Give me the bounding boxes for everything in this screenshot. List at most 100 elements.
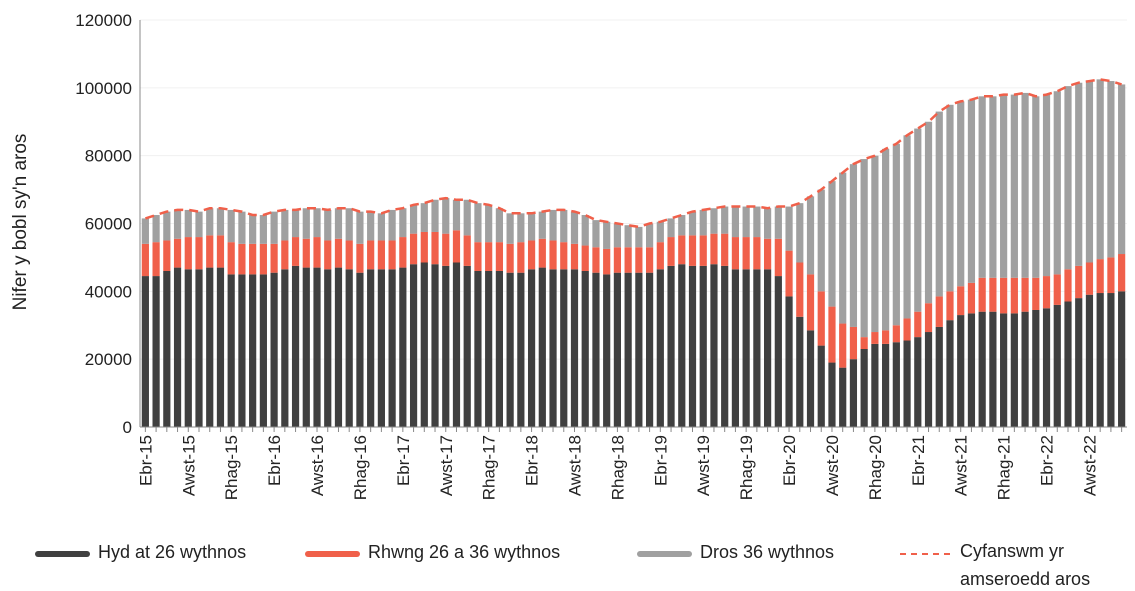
bar xyxy=(828,306,836,363)
total-line xyxy=(145,78,1122,229)
bar xyxy=(291,237,300,266)
bar xyxy=(527,269,536,427)
bar xyxy=(345,240,353,270)
bar xyxy=(442,233,450,266)
bar xyxy=(463,265,471,427)
bar xyxy=(581,245,589,271)
bar xyxy=(1096,79,1104,260)
legend-item: Cyfanswm yr amseroedd aros xyxy=(900,541,1135,591)
bar xyxy=(184,269,192,427)
bar xyxy=(839,323,847,368)
bar xyxy=(409,204,418,234)
bar xyxy=(806,196,815,275)
bar xyxy=(538,238,546,268)
y-tick-label: 60000 xyxy=(85,215,132,234)
bar xyxy=(592,247,600,273)
bar xyxy=(817,291,825,346)
bar xyxy=(860,348,868,427)
bar xyxy=(753,269,761,427)
bar xyxy=(527,240,536,270)
bar xyxy=(206,208,214,236)
bar xyxy=(688,265,697,427)
legend-swatch xyxy=(35,551,90,557)
bar xyxy=(656,221,664,243)
bar xyxy=(1021,92,1029,278)
bar xyxy=(409,264,418,427)
bar xyxy=(603,221,611,249)
bar xyxy=(1064,86,1072,270)
bar xyxy=(173,238,182,268)
bar xyxy=(849,164,858,327)
bar xyxy=(152,276,160,427)
bar xyxy=(452,262,461,427)
bar xyxy=(442,198,450,234)
bar xyxy=(989,277,997,312)
bar xyxy=(1032,277,1040,310)
bar xyxy=(152,215,160,243)
bar xyxy=(281,240,289,270)
bar xyxy=(742,237,750,270)
bar xyxy=(1075,265,1083,299)
bar xyxy=(485,270,493,427)
bar xyxy=(667,218,675,238)
bar xyxy=(259,274,267,427)
legend-swatch xyxy=(900,553,950,555)
bar xyxy=(882,330,890,344)
bar xyxy=(710,264,718,427)
bar xyxy=(195,237,203,270)
bar xyxy=(463,199,471,236)
bar xyxy=(699,209,707,236)
bar xyxy=(238,243,246,275)
bar xyxy=(291,209,300,238)
bar xyxy=(442,265,450,427)
bar xyxy=(367,211,375,241)
bar xyxy=(474,242,482,271)
bar xyxy=(367,269,375,427)
bar xyxy=(957,315,965,427)
bar xyxy=(377,269,385,427)
bar xyxy=(152,242,160,277)
bar xyxy=(774,276,782,427)
bar xyxy=(334,238,343,268)
bar xyxy=(914,337,922,427)
bar xyxy=(924,303,933,333)
x-tick-label: Rhag-18 xyxy=(608,435,627,500)
bar xyxy=(334,208,343,239)
bar xyxy=(1042,308,1051,427)
bar xyxy=(485,204,493,243)
x-tick-label: Awst-17 xyxy=(437,435,456,496)
bar xyxy=(141,243,149,277)
bar xyxy=(785,250,793,297)
bar xyxy=(302,238,310,268)
bar xyxy=(227,242,235,275)
bar xyxy=(1118,291,1126,427)
bar xyxy=(935,111,943,297)
bar xyxy=(324,209,332,241)
bar xyxy=(849,359,858,427)
bar xyxy=(753,206,761,238)
bar xyxy=(903,318,911,341)
y-tick-label: 120000 xyxy=(75,11,132,30)
bar xyxy=(324,269,332,427)
bar xyxy=(935,296,943,327)
bar xyxy=(849,326,858,360)
bar xyxy=(463,235,471,266)
y-tick-label: 40000 xyxy=(85,282,132,301)
x-tick-label: Awst-22 xyxy=(1080,435,1099,496)
bar xyxy=(474,203,482,243)
bar xyxy=(817,345,825,427)
x-tick-label: Ebr-16 xyxy=(265,435,284,486)
bar xyxy=(1010,277,1018,314)
bar xyxy=(924,121,933,304)
legend-label: Dros 36 wythnos xyxy=(700,542,835,562)
bar xyxy=(517,213,525,243)
bar xyxy=(570,243,579,270)
bar xyxy=(560,209,568,243)
bar xyxy=(399,267,407,427)
bar xyxy=(967,99,976,283)
bar xyxy=(645,223,654,248)
bar xyxy=(699,235,707,266)
legend: Hyd at 26 wythnos Rhwng 26 a 36 wythnos Dr… xyxy=(0,538,1135,591)
bar xyxy=(774,206,782,239)
x-tick-label: Awst-20 xyxy=(823,435,842,496)
